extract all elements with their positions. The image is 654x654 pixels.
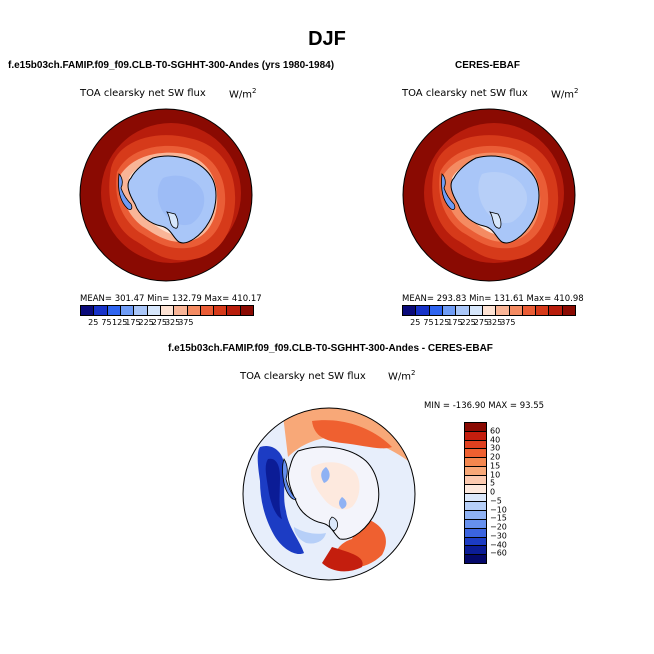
colorbar-swatch <box>469 306 483 315</box>
colorbar-tick-label: 375 <box>500 318 516 327</box>
colorbar-swatch <box>187 306 201 315</box>
colorbar-swatch <box>174 306 188 315</box>
panel-1-polar-map <box>79 108 253 282</box>
panel-2-colorbar <box>402 305 576 316</box>
colorbar-swatch <box>465 511 486 520</box>
colorbar-swatch <box>509 306 523 315</box>
colorbar-swatch <box>465 493 486 503</box>
colorbar-tick-label: 275 <box>151 318 168 327</box>
colorbar-swatch <box>465 519 486 529</box>
colorbar-tick-label: −5 <box>490 496 502 506</box>
colorbar-swatch <box>81 306 95 315</box>
colorbar-tick-label: −30 <box>490 531 507 541</box>
colorbar-swatch <box>429 306 443 315</box>
colorbar-swatch <box>403 306 417 315</box>
panel-2-title: CERES-EBAF <box>455 60 521 71</box>
colorbar-tick-label: 325 <box>486 318 503 327</box>
colorbar-swatch <box>240 306 254 315</box>
colorbar-tick-label: 60 <box>490 426 501 436</box>
panel-1-title: f.e15b03ch.FAMIP.f09_f09.CLB-T0-SGHHT-30… <box>8 60 335 71</box>
colorbar-tick-label: −60 <box>490 548 507 558</box>
colorbar-swatch <box>94 306 108 315</box>
colorbar-swatch <box>465 458 486 468</box>
colorbar-tick-label: −15 <box>490 513 507 523</box>
colorbar-swatch <box>465 467 486 476</box>
colorbar-tick-label: 225 <box>460 318 476 327</box>
colorbar-swatch <box>536 306 550 315</box>
panel-1-units-label: W/m2 <box>229 87 257 101</box>
panel-3-colorbar <box>464 422 487 564</box>
colorbar-tick-label: 25 <box>410 318 421 327</box>
colorbar-tick-label: 125 <box>112 318 128 327</box>
colorbar-swatch <box>134 306 148 315</box>
colorbar-tick-label: 25 <box>88 318 99 327</box>
panel-2-colorbar-ticks: 25 75 125 175 225 275 325 375 <box>402 318 574 328</box>
colorbar-swatch <box>456 306 470 315</box>
colorbar-tick-label: 75 <box>101 318 112 327</box>
colorbar-tick-label: −20 <box>490 522 507 532</box>
colorbar-swatch <box>465 528 486 538</box>
colorbar-swatch <box>482 306 497 315</box>
panel-1-colorbar <box>80 305 254 316</box>
colorbar-tick-label: 375 <box>178 318 194 327</box>
panel-1-stats: MEAN= 301.47 Min= 132.79 Max= 410.17 <box>80 294 262 304</box>
colorbar-swatch <box>465 502 486 512</box>
colorbar-swatch <box>465 537 486 547</box>
panel-3-units-label: W/m2 <box>388 369 416 383</box>
colorbar-swatch <box>465 555 486 563</box>
panel-3-polar-map <box>242 407 416 581</box>
colorbar-swatch <box>465 449 486 459</box>
colorbar-swatch <box>465 484 486 494</box>
colorbar-swatch <box>465 423 486 432</box>
colorbar-tick-label: −40 <box>490 540 507 549</box>
colorbar-swatch <box>496 306 510 315</box>
colorbar-swatch <box>442 306 457 315</box>
colorbar-tick-label: 20 <box>490 452 501 462</box>
colorbar-tick-label: 10 <box>490 470 501 479</box>
panel-2-variable-label: TOA clearsky net SW flux <box>402 88 528 99</box>
colorbar-tick-label: 325 <box>164 318 181 327</box>
colorbar-swatch <box>107 306 121 315</box>
colorbar-tick-label: 15 <box>490 461 501 471</box>
panel-3-variable-label: TOA clearsky net SW flux <box>240 371 366 382</box>
panel-2-units-label: W/m2 <box>551 87 579 101</box>
colorbar-tick-label: 75 <box>423 318 434 327</box>
figure-title: DJF <box>308 28 346 50</box>
colorbar-tick-label: 125 <box>434 318 450 327</box>
colorbar-tick-label: −10 <box>490 505 507 514</box>
colorbar-swatch <box>416 306 430 315</box>
colorbar-tick-label: 40 <box>490 435 501 444</box>
colorbar-swatch <box>227 306 241 315</box>
colorbar-swatch <box>120 306 135 315</box>
colorbar-tick-label: 275 <box>473 318 490 327</box>
colorbar-swatch <box>562 306 576 315</box>
panel-3-colorbar-ticks: 60 40 30 20 15 10 5 0 −5 −10 −15 −20 −30 −40 −60 <box>490 422 530 562</box>
colorbar-tick-label: 30 <box>490 443 501 453</box>
colorbar-tick-label: 175 <box>125 318 141 327</box>
panel-3-title: f.e15b03ch.FAMIP.f09_f09.CLB-T0-SGHHT-30… <box>168 343 493 354</box>
colorbar-swatch <box>522 306 537 315</box>
colorbar-swatch <box>465 546 486 556</box>
panel-2-polar-map <box>402 108 576 282</box>
colorbar-swatch <box>200 306 215 315</box>
colorbar-tick-label: 0 <box>490 487 496 497</box>
colorbar-tick-label: 225 <box>138 318 154 327</box>
panel-1-variable-label: TOA clearsky net SW flux <box>80 88 206 99</box>
colorbar-swatch <box>147 306 161 315</box>
colorbar-swatch <box>214 306 228 315</box>
colorbar-swatch <box>160 306 175 315</box>
colorbar-tick-label: 175 <box>447 318 463 327</box>
panel-3-minmax: MIN = -136.90 MAX = 93.55 <box>424 401 545 411</box>
colorbar-swatch <box>465 440 486 450</box>
colorbar-swatch <box>465 431 486 441</box>
panel-2-stats: MEAN= 293.83 Min= 131.61 Max= 410.98 <box>402 294 584 304</box>
colorbar-tick-label: 5 <box>490 478 496 488</box>
panel-1-colorbar-ticks: 25 75 125 175 225 275 325 375 <box>80 318 252 328</box>
colorbar-swatch <box>465 475 486 485</box>
colorbar-swatch <box>549 306 563 315</box>
